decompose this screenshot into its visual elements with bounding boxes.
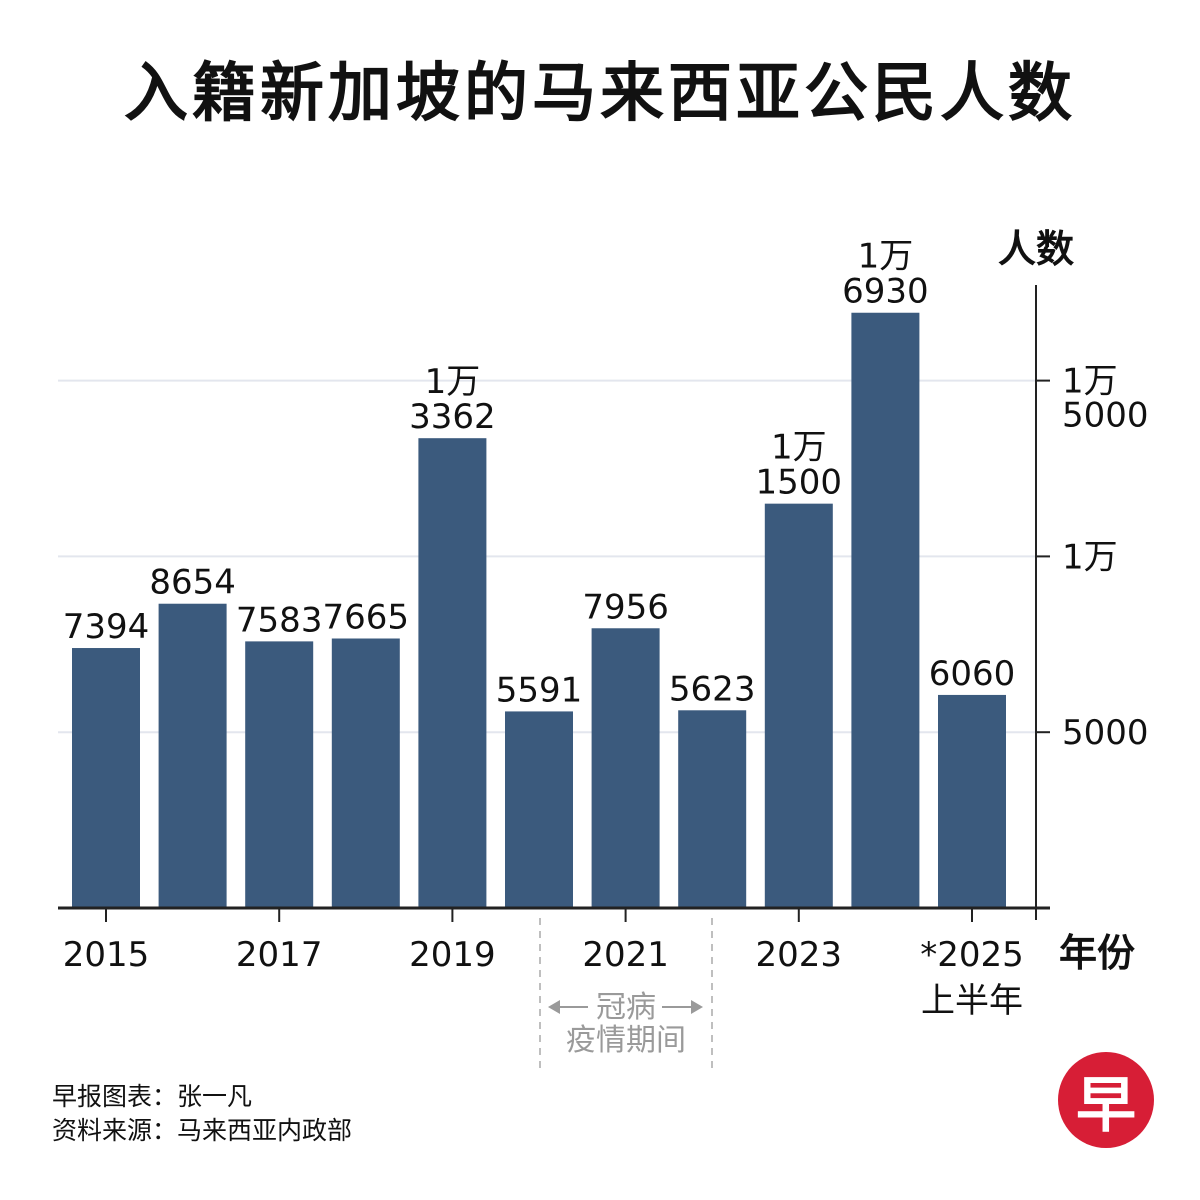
bar-2023 xyxy=(764,503,833,908)
bar-2022 xyxy=(678,710,747,908)
data-label-2022-0: 5623 xyxy=(669,669,756,709)
bar-2024 xyxy=(851,312,920,908)
data-label-*2025-0: 6060 xyxy=(929,654,1016,694)
bar-2016 xyxy=(158,603,227,908)
annotation-arrow-left-head xyxy=(548,1000,560,1014)
x-tick-label-2019: 2019 xyxy=(409,935,496,975)
data-label-2023-1: 1500 xyxy=(756,463,843,503)
x-tick-sublabel: 上半年 xyxy=(921,981,1023,1021)
credit-chart-author: 早报图表：张一凡 xyxy=(52,1082,253,1111)
x-axis-title: 年份 xyxy=(1059,931,1135,975)
data-label-2024-1: 6930 xyxy=(842,272,929,312)
bar-2017 xyxy=(245,641,314,908)
y-tick-label-2-0: 1万 xyxy=(1062,362,1118,402)
annotation-arrow-right-head xyxy=(691,1000,703,1014)
x-tick-label-2017: 2017 xyxy=(236,935,323,975)
chart-title: 入籍新加坡的马来西亚公民人数 xyxy=(124,57,1076,131)
bar-2020 xyxy=(505,711,573,908)
bar-2019 xyxy=(418,438,487,908)
data-label-2024-0: 1万 xyxy=(858,237,914,277)
bar-2021 xyxy=(591,628,660,908)
x-tick-label-2023: 2023 xyxy=(756,935,843,975)
data-label-2015-0: 7394 xyxy=(63,607,150,647)
data-label-2017-0: 7583 xyxy=(236,600,323,640)
annotation-line-0: 冠病 xyxy=(596,990,656,1025)
data-label-2020-0: 5591 xyxy=(496,670,583,710)
annotation-line-1: 疫情期间 xyxy=(566,1023,686,1058)
data-label-2019-0: 1万 xyxy=(425,362,481,402)
x-tick-label-*2025: *2025 xyxy=(920,935,1024,975)
credit-data-source: 资料来源：马来西亚内政部 xyxy=(52,1116,353,1145)
data-label-2021-0: 7956 xyxy=(582,587,669,627)
x-tick-label-2021: 2021 xyxy=(582,935,669,975)
bar-2018 xyxy=(331,638,400,908)
data-label-2018-0: 7665 xyxy=(323,597,410,637)
data-label-2016-0: 8654 xyxy=(149,563,236,603)
zaobao-logo: 早 xyxy=(1058,1052,1154,1148)
data-label-2023-0: 1万 xyxy=(771,428,827,468)
x-tick-label-2015: 2015 xyxy=(63,935,150,975)
bar-2015 xyxy=(72,648,140,908)
y-tick-label-1-0: 1万 xyxy=(1062,537,1118,577)
y-tick-label-0-0: 5000 xyxy=(1062,713,1149,753)
bar-*2025 xyxy=(938,694,1006,908)
y-axis-title: 人数 xyxy=(998,227,1074,271)
logo-glyph: 早 xyxy=(1076,1070,1136,1141)
credits: 早报图表：张一凡 资料来源：马来西亚内政部 xyxy=(52,1080,352,1148)
data-label-2019-1: 3362 xyxy=(409,397,496,437)
y-tick-label-2-1: 5000 xyxy=(1062,396,1149,436)
